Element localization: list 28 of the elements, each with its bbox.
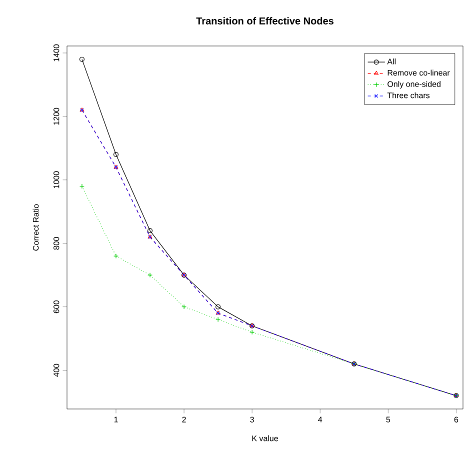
point [182, 304, 187, 310]
y-tick-label: 1200 [54, 108, 60, 125]
y-tick-label: 1000 [54, 171, 60, 188]
y-tick-label: 1400 [54, 44, 60, 62]
legend-label: Remove co-linear [388, 70, 450, 76]
legend-label: Only one-sided [388, 81, 440, 89]
y-tick-label: 400 [54, 364, 60, 377]
x-tick-label: 3 [250, 416, 254, 422]
point [113, 254, 118, 259]
x-tick-label: 5 [386, 416, 390, 422]
point [216, 304, 221, 310]
y-tick-label: 600 [54, 300, 60, 314]
x-axis-title: K value [252, 435, 278, 442]
point [113, 152, 118, 158]
point [250, 330, 255, 335]
chart-title: Transition of Effective Nodes [196, 17, 334, 24]
y-axis-title: Correct Ratio [32, 204, 39, 251]
point [148, 272, 153, 278]
x-tick-label: 6 [454, 416, 458, 422]
y-tick-label: 800 [54, 236, 60, 250]
x-tick-label: 1 [114, 416, 118, 422]
point [216, 317, 221, 322]
legend-label: Three chars [387, 92, 430, 98]
legend-label: All [387, 58, 396, 64]
x-tick-label: 2 [182, 416, 186, 422]
point [79, 184, 84, 189]
x-tick-label: 4 [318, 416, 322, 422]
point [148, 228, 153, 234]
